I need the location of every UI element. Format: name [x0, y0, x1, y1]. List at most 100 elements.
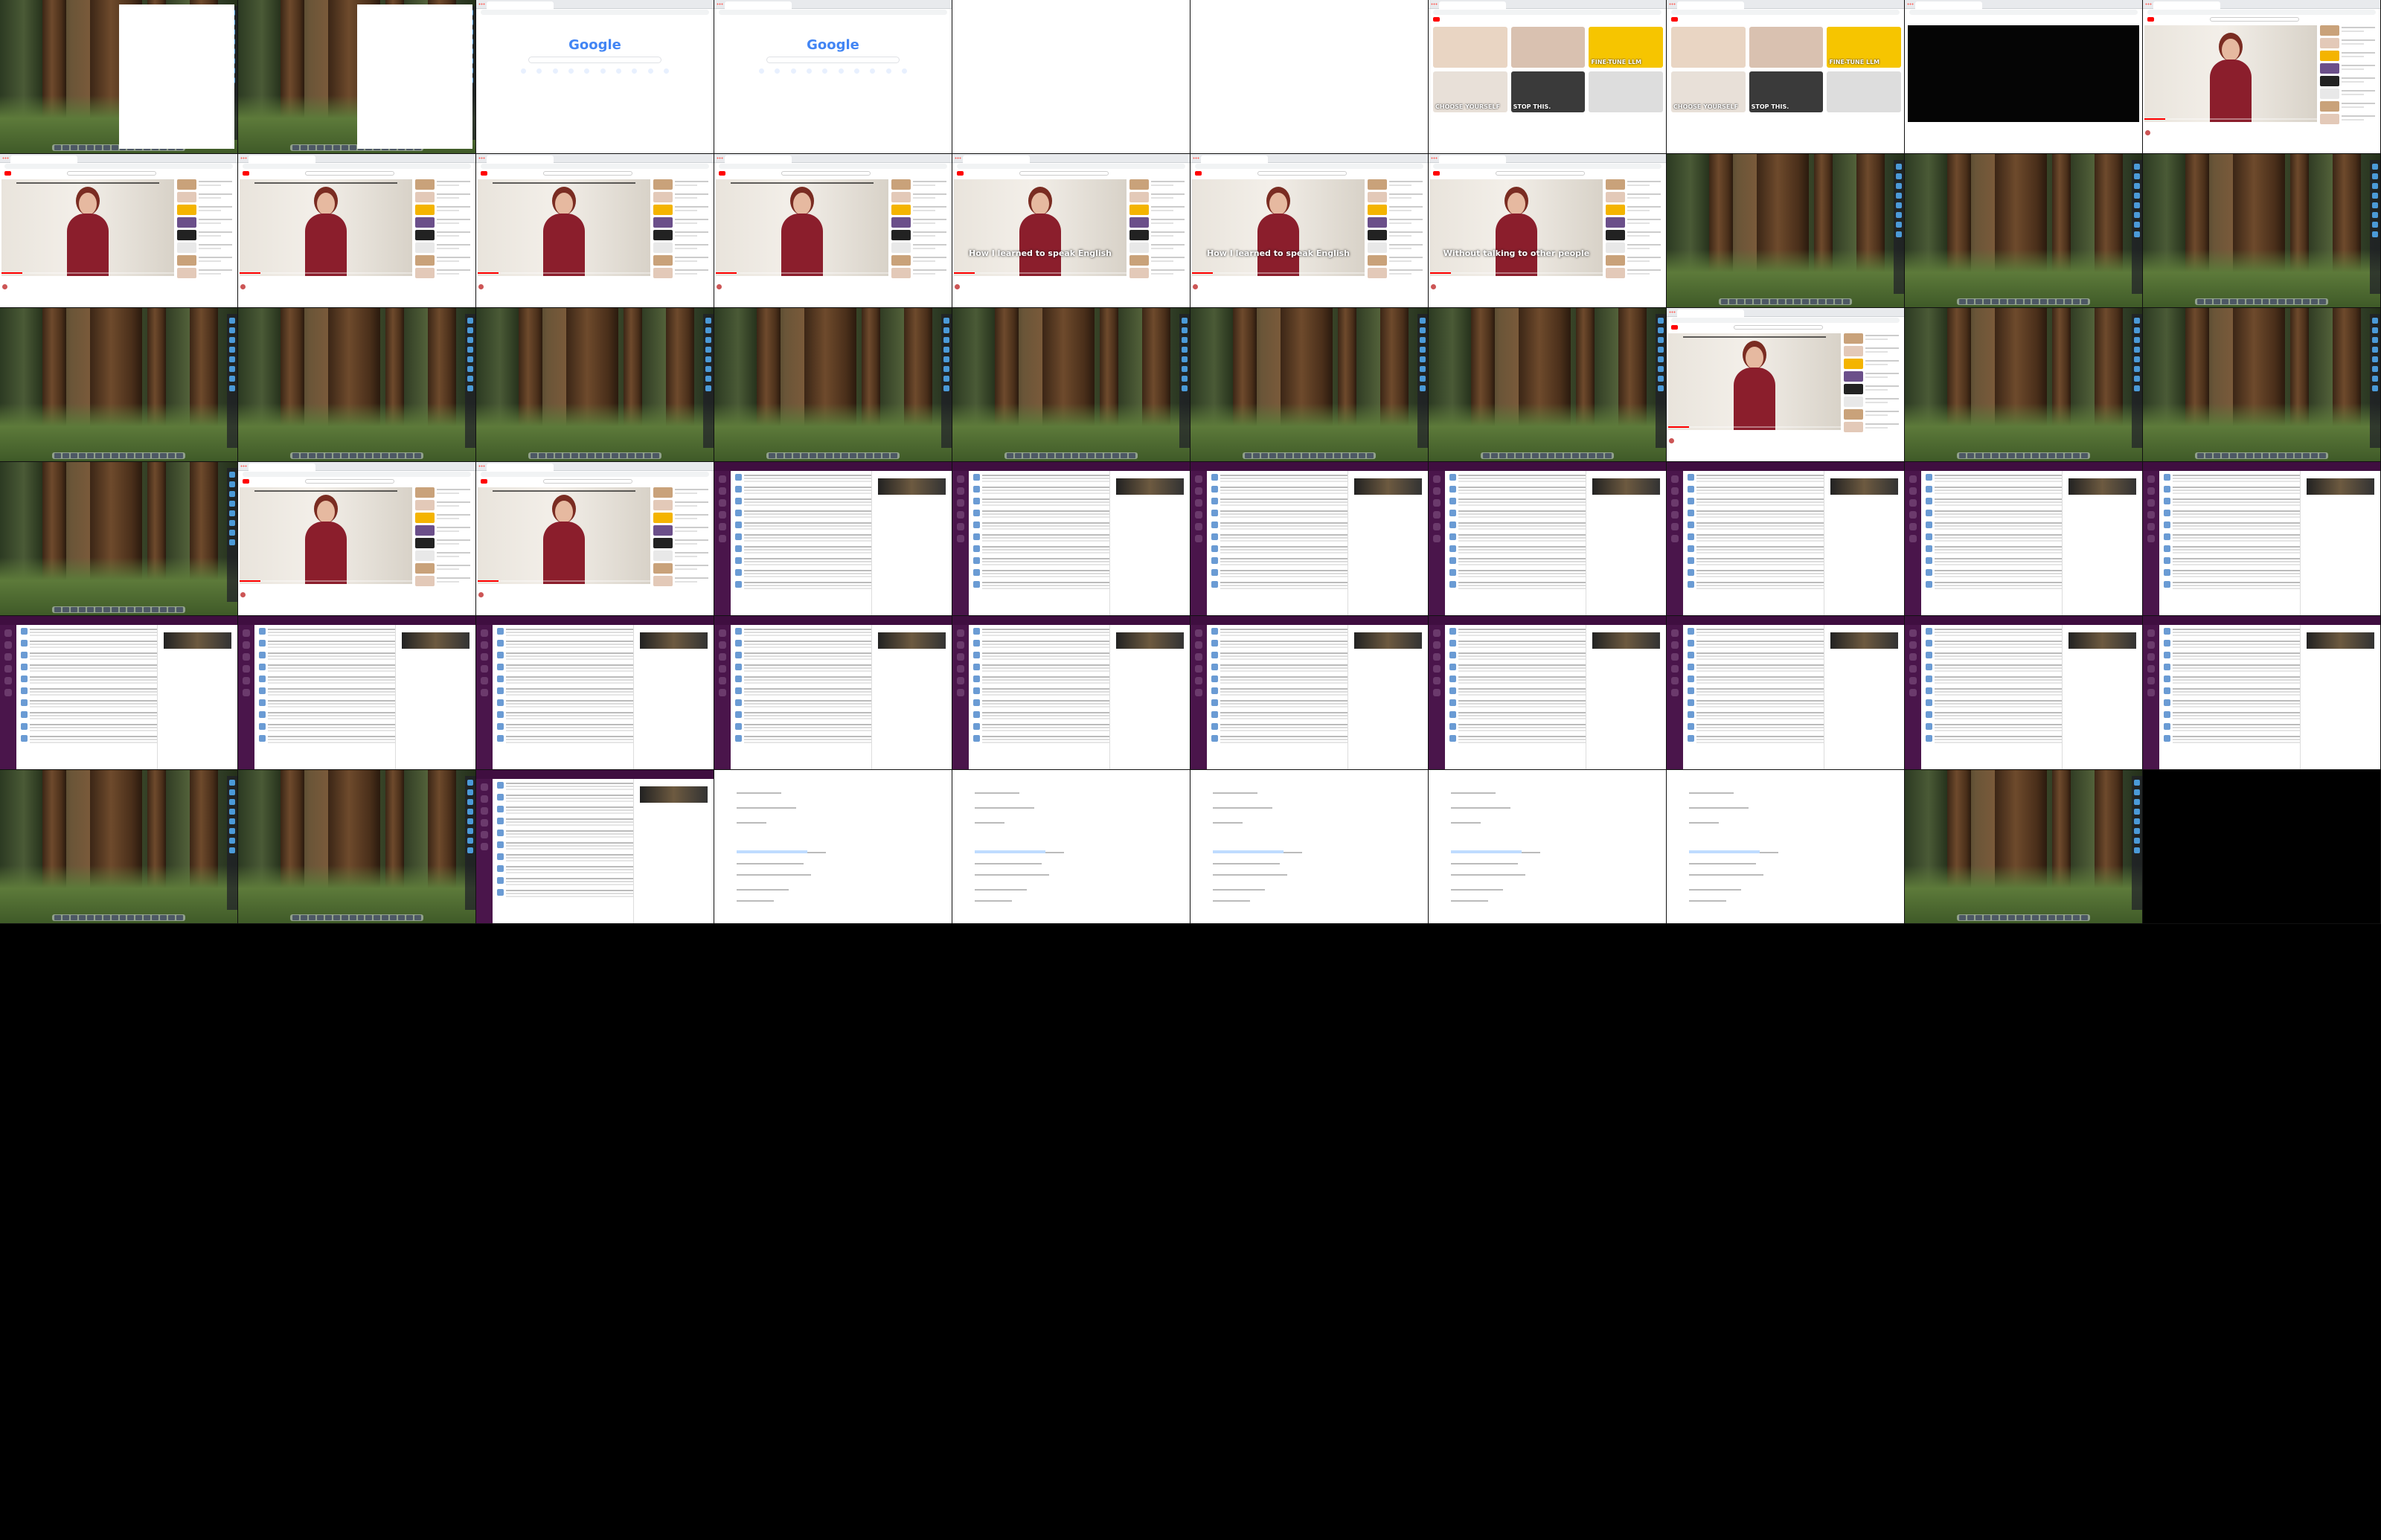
dock-app-icon[interactable] — [54, 915, 62, 920]
dock-app-icon[interactable] — [1253, 453, 1260, 458]
message[interactable] — [1926, 734, 2138, 744]
video-player[interactable] — [240, 487, 412, 584]
youtube-search-input[interactable] — [2210, 17, 2299, 22]
dock-app-icon[interactable] — [349, 915, 356, 920]
dock-app-icon[interactable] — [398, 915, 406, 920]
message[interactable] — [735, 556, 947, 566]
message[interactable] — [1449, 473, 1661, 483]
workspace-icon[interactable] — [2147, 641, 2155, 649]
message[interactable] — [973, 580, 1185, 590]
message[interactable] — [1688, 639, 1900, 649]
dock-app-icon[interactable] — [316, 145, 324, 150]
workspace-icon[interactable] — [2147, 475, 2155, 483]
dock-app-icon[interactable] — [152, 915, 159, 920]
dock-app-icon[interactable] — [1318, 453, 1325, 458]
folder-icon[interactable] — [467, 327, 473, 333]
workspace-icon[interactable] — [1671, 689, 1679, 696]
message[interactable] — [1688, 533, 1900, 542]
message[interactable] — [1211, 556, 1423, 566]
message[interactable] — [21, 651, 233, 661]
message[interactable] — [973, 710, 1185, 720]
recommended-video[interactable] — [653, 205, 712, 215]
message[interactable] — [1211, 580, 1423, 590]
dock-app-icon[interactable] — [1827, 299, 1834, 304]
recommended-video[interactable] — [415, 551, 474, 561]
recommended-video[interactable] — [653, 513, 712, 523]
message[interactable] — [2164, 687, 2376, 696]
message[interactable] — [1688, 509, 1900, 519]
recommended-video[interactable] — [1606, 179, 1664, 190]
window-controls[interactable] — [1669, 311, 1676, 313]
workspace-icon[interactable] — [719, 511, 726, 519]
folder-icon[interactable] — [229, 385, 235, 391]
dock-app-icon[interactable] — [2303, 453, 2310, 458]
image-preview[interactable] — [639, 632, 708, 649]
video-progress-bar[interactable] — [240, 580, 412, 582]
message[interactable] — [2164, 734, 2376, 744]
message[interactable] — [1926, 627, 2138, 637]
folder-icon[interactable] — [467, 356, 473, 362]
dock-app-icon[interactable] — [817, 453, 824, 458]
dock-app-icon[interactable] — [2254, 453, 2261, 458]
folder-icon[interactable] — [1420, 347, 1426, 353]
dock-app-icon[interactable] — [2016, 453, 2023, 458]
workspace-icon[interactable] — [1671, 677, 1679, 684]
youtube-logo[interactable] — [1671, 16, 1679, 22]
dock-app-icon[interactable] — [357, 453, 365, 458]
browser-tab[interactable] — [249, 155, 315, 163]
address-bar[interactable] — [1433, 10, 1661, 15]
browser-tab[interactable] — [487, 1, 554, 9]
dock-app-icon[interactable] — [144, 453, 151, 458]
message[interactable] — [2164, 663, 2376, 673]
folder-icon[interactable] — [229, 472, 235, 478]
recommended-video[interactable] — [2320, 89, 2379, 99]
recommended-video[interactable] — [1606, 268, 1664, 278]
message[interactable] — [1449, 722, 1661, 732]
dock-app-icon[interactable] — [2295, 453, 2302, 458]
dock-app-icon[interactable] — [86, 607, 94, 612]
recommended-video[interactable] — [1129, 192, 1188, 202]
folder-icon[interactable] — [2134, 164, 2140, 170]
dock-app-icon[interactable] — [382, 915, 389, 920]
folder-icon[interactable] — [1658, 385, 1664, 391]
workspace-icon[interactable] — [1195, 653, 1202, 661]
dock-app-icon[interactable] — [1310, 453, 1317, 458]
dock-app-icon[interactable] — [86, 453, 94, 458]
dock-app-icon[interactable] — [349, 453, 356, 458]
recommended-video[interactable] — [653, 268, 712, 278]
folder-icon[interactable] — [705, 356, 711, 362]
browser-tab[interactable] — [1677, 1, 1744, 9]
recommended-video[interactable] — [891, 217, 950, 228]
recommended-video[interactable] — [1368, 179, 1426, 190]
message[interactable] — [497, 663, 709, 673]
folder-icon[interactable] — [2134, 173, 2140, 179]
dock-app-icon[interactable] — [292, 453, 300, 458]
dock-app-icon[interactable] — [1342, 453, 1350, 458]
channel-avatar[interactable] — [478, 592, 484, 597]
dock-app-icon[interactable] — [94, 915, 102, 920]
folder-icon[interactable] — [1658, 327, 1664, 333]
video-progress-bar[interactable] — [240, 272, 412, 274]
address-bar[interactable] — [2147, 10, 2376, 15]
dock-app-icon[interactable] — [119, 453, 126, 458]
workspace-icon[interactable] — [2147, 523, 2155, 530]
message[interactable] — [973, 485, 1185, 495]
message[interactable] — [735, 627, 947, 637]
dock-app-icon[interactable] — [1334, 453, 1342, 458]
folder-icon[interactable] — [1658, 356, 1664, 362]
window-controls[interactable] — [478, 157, 485, 159]
workspace-icon[interactable] — [1433, 475, 1441, 483]
dock-app-icon[interactable] — [531, 453, 538, 458]
dock-app-icon[interactable] — [882, 453, 889, 458]
message[interactable] — [2164, 556, 2376, 566]
message[interactable] — [1926, 521, 2138, 530]
dock-app-icon[interactable] — [111, 453, 118, 458]
recommended-video[interactable] — [1606, 205, 1664, 215]
recommended-video[interactable] — [2320, 63, 2379, 74]
image-preview[interactable] — [163, 632, 231, 649]
folder-icon[interactable] — [1896, 231, 1902, 237]
image-preview[interactable] — [1115, 478, 1184, 495]
workspace-icon[interactable] — [481, 665, 488, 673]
dock-app-icon[interactable] — [1556, 453, 1563, 458]
message[interactable] — [1211, 533, 1423, 542]
